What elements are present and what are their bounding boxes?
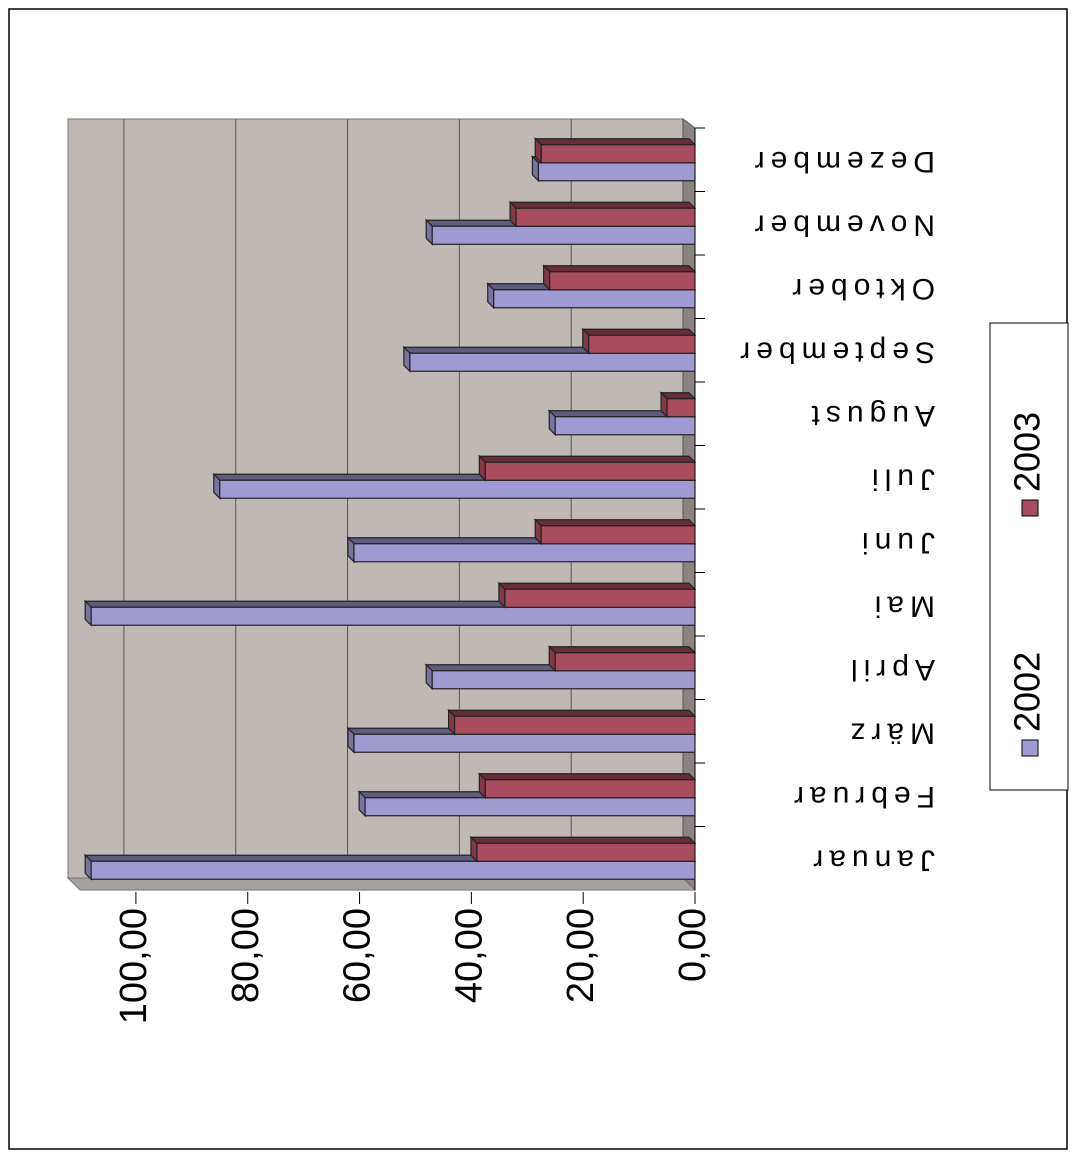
y-tick-label: Oktober <box>786 272 935 305</box>
bar <box>659 391 697 419</box>
y-tick-label: März <box>844 716 935 749</box>
bar-face <box>554 652 696 672</box>
x-tick-label: 100,00 <box>113 908 155 1024</box>
bar <box>508 200 697 228</box>
legend-box <box>989 322 1069 791</box>
bar <box>469 835 697 863</box>
bar-face <box>549 271 696 291</box>
bar <box>402 345 697 373</box>
bar-face <box>484 461 696 481</box>
bar-face <box>588 334 696 354</box>
bar-face <box>542 265 697 273</box>
bar <box>547 409 697 437</box>
bar-face <box>493 289 696 309</box>
x-tick-label: 40,00 <box>448 908 490 1003</box>
x-tick-label: 60,00 <box>337 908 379 1003</box>
bar-face <box>504 588 696 608</box>
bar-face <box>431 225 696 245</box>
bar-face <box>554 416 696 436</box>
bar <box>547 645 697 673</box>
bar-face <box>533 519 697 527</box>
bar-face <box>581 328 697 336</box>
bar-face <box>219 479 696 499</box>
bar <box>477 772 697 800</box>
legend-swatch <box>1021 499 1039 517</box>
bar-face <box>453 715 696 735</box>
bar-face <box>353 733 696 753</box>
x-tick-label: 0,00 <box>672 908 714 982</box>
bar <box>533 518 697 546</box>
bar-face <box>469 836 697 844</box>
bar-face <box>477 773 697 781</box>
y-tick-label: Februar <box>788 780 935 813</box>
bar-face <box>547 646 697 654</box>
bar-face <box>508 201 697 209</box>
bar <box>447 708 697 736</box>
bar-face <box>515 207 696 227</box>
y-tick-label: April <box>845 653 935 686</box>
bar-face <box>477 455 697 463</box>
bar <box>533 137 697 165</box>
bar <box>477 454 697 482</box>
bar-face <box>90 860 696 880</box>
bar-face <box>476 842 696 862</box>
bar-face <box>431 670 696 690</box>
legend-label: 2003 <box>1007 412 1048 492</box>
bar-face <box>364 797 696 817</box>
bar-face <box>540 525 696 545</box>
y-tick-label: Mai <box>869 589 935 622</box>
bar-face <box>533 138 697 146</box>
y-tick-label: Juni <box>856 526 935 559</box>
bar-face <box>537 162 696 182</box>
bar-face <box>540 144 696 164</box>
y-tick-label: August <box>806 399 935 432</box>
legend-label: 2002 <box>1007 652 1048 732</box>
y-tick-label: Dezember <box>749 145 935 178</box>
bar-face <box>447 709 697 717</box>
bar <box>542 264 697 292</box>
bar-face <box>666 398 696 418</box>
bar-face <box>353 543 696 563</box>
bar-face <box>90 606 696 626</box>
bar <box>581 327 697 355</box>
y-tick-label: Januar <box>807 843 935 876</box>
x-tick-label: 80,00 <box>225 908 267 1003</box>
x-tick-label: 20,00 <box>560 908 602 1003</box>
y-tick-label: Juli <box>866 462 935 495</box>
bar-face <box>409 352 696 372</box>
legend-swatch <box>1021 739 1039 757</box>
y-tick-label: September <box>734 335 935 368</box>
bar-face <box>497 582 697 590</box>
bar-face <box>484 779 696 799</box>
bar <box>346 536 697 564</box>
bar <box>497 581 697 609</box>
y-tick-label: November <box>749 208 935 241</box>
